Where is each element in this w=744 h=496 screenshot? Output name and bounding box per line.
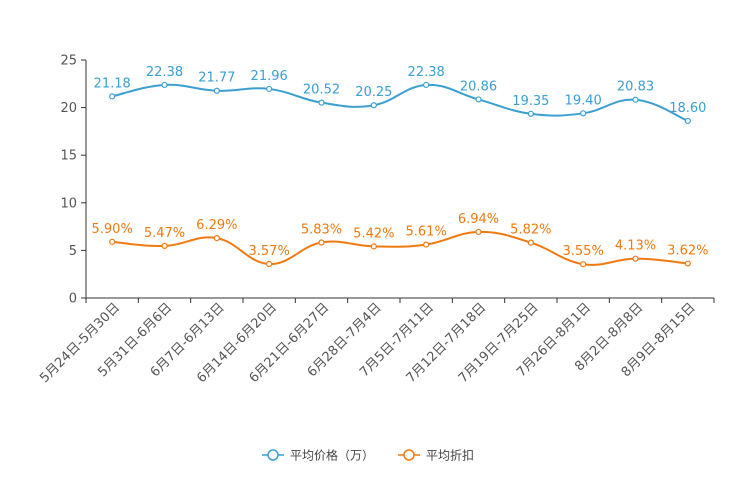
data-point[interactable] <box>318 239 325 246</box>
data-label: 20.86 <box>460 79 497 94</box>
data-label: 19.35 <box>512 94 549 109</box>
legend-marker <box>403 449 415 461</box>
y-tick-label: 0 <box>69 292 77 307</box>
data-point[interactable] <box>213 235 220 242</box>
chart-legend[interactable]: 平均价格（万） 平均折扣 <box>262 448 474 463</box>
data-label: 6.94% <box>458 212 499 227</box>
legend-item-avg-discount[interactable]: 平均折扣 <box>398 448 474 463</box>
data-point[interactable] <box>684 260 691 267</box>
data-point[interactable] <box>632 255 639 262</box>
data-point[interactable] <box>423 81 430 89</box>
y-tick-label: 25 <box>60 54 77 69</box>
data-label: 20.25 <box>355 85 392 100</box>
data-label: 5.82% <box>510 223 551 238</box>
data-label: 22.38 <box>408 65 445 80</box>
data-label: 5.61% <box>406 225 447 240</box>
data-point[interactable] <box>580 110 587 117</box>
y-tick-label: 10 <box>60 196 77 211</box>
series-layer: 21.18 22.38 21.77 21.96 20.52 20.25 22.38 20.86… <box>92 65 708 268</box>
data-point[interactable] <box>580 261 587 268</box>
data-label: 21.77 <box>198 71 235 86</box>
data-point[interactable] <box>370 243 377 250</box>
data-point[interactable] <box>109 93 116 100</box>
data-point[interactable] <box>161 81 168 89</box>
series-line <box>111 83 689 122</box>
data-point[interactable] <box>527 110 534 117</box>
series-line <box>112 230 688 266</box>
data-point[interactable] <box>266 260 273 268</box>
series-avg-price: 21.18 22.38 21.77 21.96 20.52 20.25 22.38 20.86… <box>94 65 706 125</box>
data-label: 5.90% <box>92 222 133 237</box>
data-point[interactable] <box>161 242 168 250</box>
y-tick-label: 20 <box>60 101 77 116</box>
data-point[interactable] <box>475 228 482 236</box>
data-label: 4.13% <box>615 239 656 254</box>
data-label: 20.52 <box>303 83 340 98</box>
y-tick-label: 5 <box>69 244 77 259</box>
data-label: 5.47% <box>144 226 185 241</box>
data-point[interactable] <box>318 99 325 106</box>
data-label: 18.60 <box>669 101 706 116</box>
series-avg-discount: 5.90% 5.47% 6.29% 3.57% 5.83% 5.42% 5.61% 6.94%… <box>92 212 708 268</box>
legend-label: 平均折扣 <box>426 448 474 463</box>
data-point[interactable] <box>684 117 691 125</box>
data-point[interactable] <box>370 102 377 109</box>
data-label: 20.83 <box>617 80 654 95</box>
data-point[interactable] <box>527 239 534 246</box>
data-label: 3.62% <box>667 244 708 259</box>
legend-label: 平均价格（万） <box>290 448 374 463</box>
data-label: 21.96 <box>251 69 288 84</box>
legend-item-avg-price[interactable]: 平均价格（万） <box>262 448 374 463</box>
data-point[interactable] <box>423 241 430 248</box>
y-tick-label: 15 <box>60 149 77 164</box>
data-label: 3.57% <box>249 244 290 259</box>
data-label: 3.55% <box>563 244 604 259</box>
data-point[interactable] <box>109 238 116 245</box>
data-point[interactable] <box>475 96 482 103</box>
data-label: 5.42% <box>353 226 394 241</box>
data-label: 19.40 <box>565 93 602 108</box>
data-point[interactable] <box>266 85 273 93</box>
data-point[interactable] <box>213 87 220 94</box>
legend-marker <box>267 449 279 461</box>
data-label: 21.18 <box>94 76 131 91</box>
data-label: 5.83% <box>301 222 342 237</box>
data-label: 22.38 <box>146 65 183 80</box>
data-label: 6.29% <box>196 218 237 233</box>
data-point[interactable] <box>632 96 639 103</box>
